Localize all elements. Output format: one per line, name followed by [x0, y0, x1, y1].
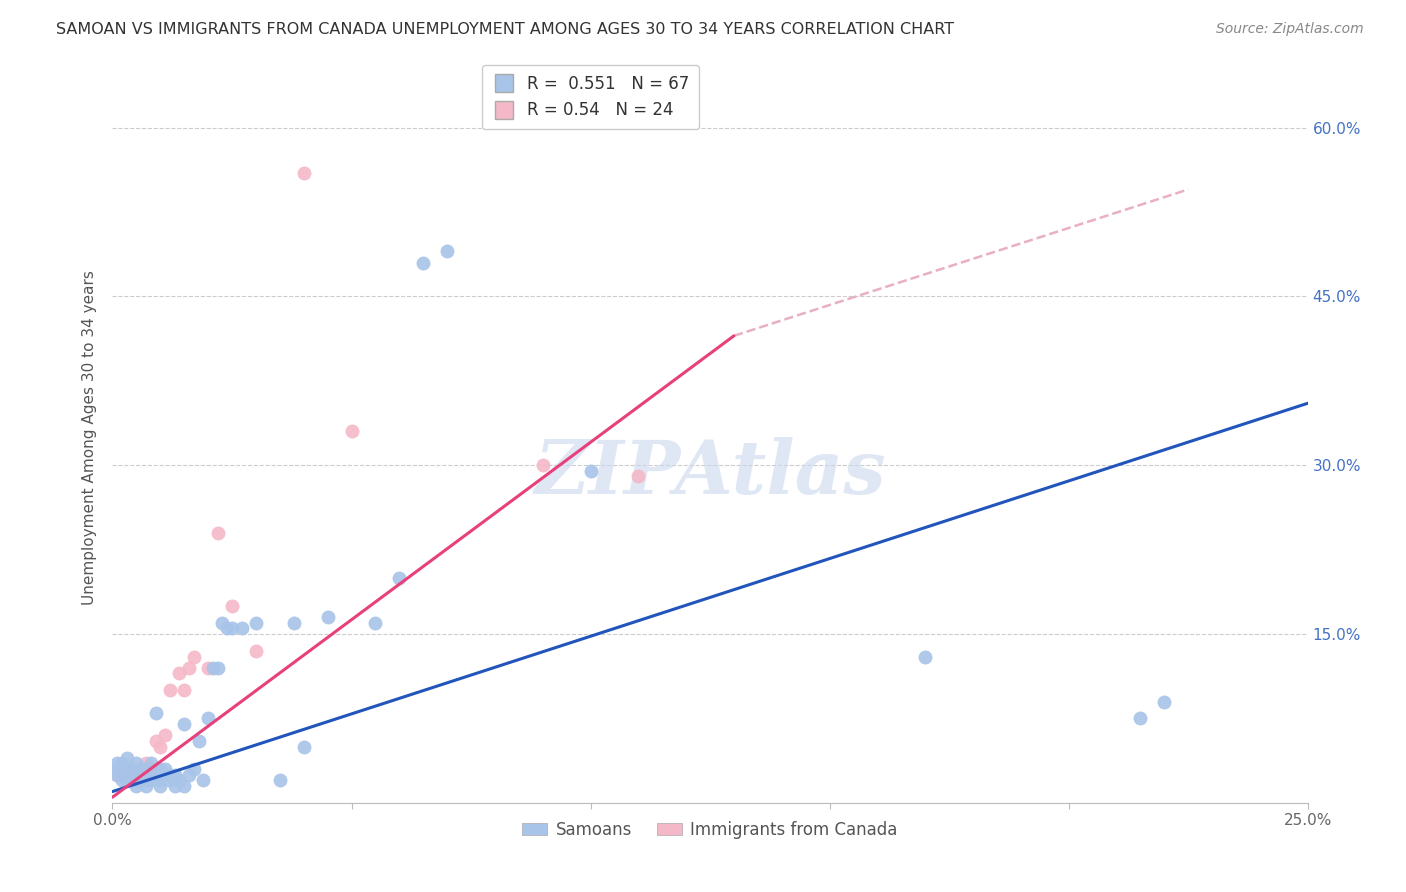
Point — [129, 767, 152, 781]
Point — [169, 666, 191, 681]
Text: Source: ZipAtlas.com: Source: ZipAtlas.com — [1216, 22, 1364, 37]
Point — [221, 621, 243, 635]
Point — [105, 767, 128, 781]
Legend: Samoans, Immigrants from Canada: Samoans, Immigrants from Canada — [516, 814, 904, 846]
Point — [211, 615, 233, 630]
Point — [111, 773, 134, 788]
Point — [579, 464, 602, 478]
Point — [183, 762, 205, 776]
Point — [201, 661, 224, 675]
Y-axis label: Unemployment Among Ages 30 to 34 years: Unemployment Among Ages 30 to 34 years — [82, 269, 97, 605]
Point — [135, 756, 157, 771]
Point — [159, 683, 181, 698]
Point — [115, 751, 138, 765]
Point — [292, 166, 315, 180]
Point — [115, 767, 138, 781]
Point — [159, 767, 181, 781]
Point — [245, 644, 267, 658]
Point — [187, 734, 209, 748]
Point — [651, 109, 673, 123]
Point — [121, 767, 143, 781]
Point — [149, 779, 172, 793]
Point — [231, 621, 253, 635]
Point — [129, 773, 152, 788]
Point — [145, 734, 167, 748]
Point — [173, 779, 195, 793]
Point — [139, 773, 162, 788]
Point — [139, 762, 162, 776]
Point — [173, 717, 195, 731]
Point — [153, 728, 176, 742]
Point — [105, 756, 128, 771]
Point — [163, 767, 186, 781]
Point — [245, 615, 267, 630]
Point — [153, 762, 176, 776]
Point — [135, 779, 157, 793]
Point — [125, 773, 148, 788]
Point — [115, 773, 138, 788]
Point — [163, 779, 186, 793]
Point — [111, 762, 134, 776]
Point — [149, 739, 172, 754]
Point — [173, 683, 195, 698]
Point — [159, 773, 181, 788]
Point — [121, 762, 143, 776]
Point — [283, 615, 305, 630]
Point — [364, 615, 387, 630]
Point — [436, 244, 458, 259]
Point — [111, 767, 134, 781]
Point — [115, 762, 138, 776]
Point — [149, 762, 172, 776]
Text: ZIPAtlas: ZIPAtlas — [534, 437, 886, 510]
Point — [105, 767, 128, 781]
Point — [207, 661, 229, 675]
Point — [269, 773, 291, 788]
Point — [292, 739, 315, 754]
Point — [139, 767, 162, 781]
Point — [207, 525, 229, 540]
Point — [139, 756, 162, 771]
Point — [221, 599, 243, 613]
Point — [111, 767, 134, 781]
Point — [197, 711, 219, 725]
Point — [125, 779, 148, 793]
Point — [149, 773, 172, 788]
Point — [169, 773, 191, 788]
Point — [193, 773, 215, 788]
Point — [183, 649, 205, 664]
Point — [153, 767, 176, 781]
Point — [125, 767, 148, 781]
Point — [105, 762, 128, 776]
Point — [675, 98, 697, 112]
Point — [121, 767, 143, 781]
Point — [125, 767, 148, 781]
Point — [129, 762, 152, 776]
Point — [627, 469, 650, 483]
Point — [412, 255, 434, 269]
Point — [145, 706, 167, 720]
Point — [135, 773, 157, 788]
Point — [1129, 711, 1152, 725]
Point — [1153, 694, 1175, 708]
Point — [217, 621, 239, 635]
Point — [914, 649, 936, 664]
Point — [129, 762, 152, 776]
Point — [531, 458, 554, 473]
Point — [177, 767, 200, 781]
Point — [145, 773, 167, 788]
Point — [111, 756, 134, 771]
Point — [388, 571, 411, 585]
Point — [125, 756, 148, 771]
Point — [121, 773, 143, 788]
Point — [316, 610, 339, 624]
Point — [135, 762, 157, 776]
Point — [340, 425, 363, 439]
Point — [115, 762, 138, 776]
Point — [177, 661, 200, 675]
Point — [197, 661, 219, 675]
Text: SAMOAN VS IMMIGRANTS FROM CANADA UNEMPLOYMENT AMONG AGES 30 TO 34 YEARS CORRELAT: SAMOAN VS IMMIGRANTS FROM CANADA UNEMPLO… — [56, 22, 955, 37]
